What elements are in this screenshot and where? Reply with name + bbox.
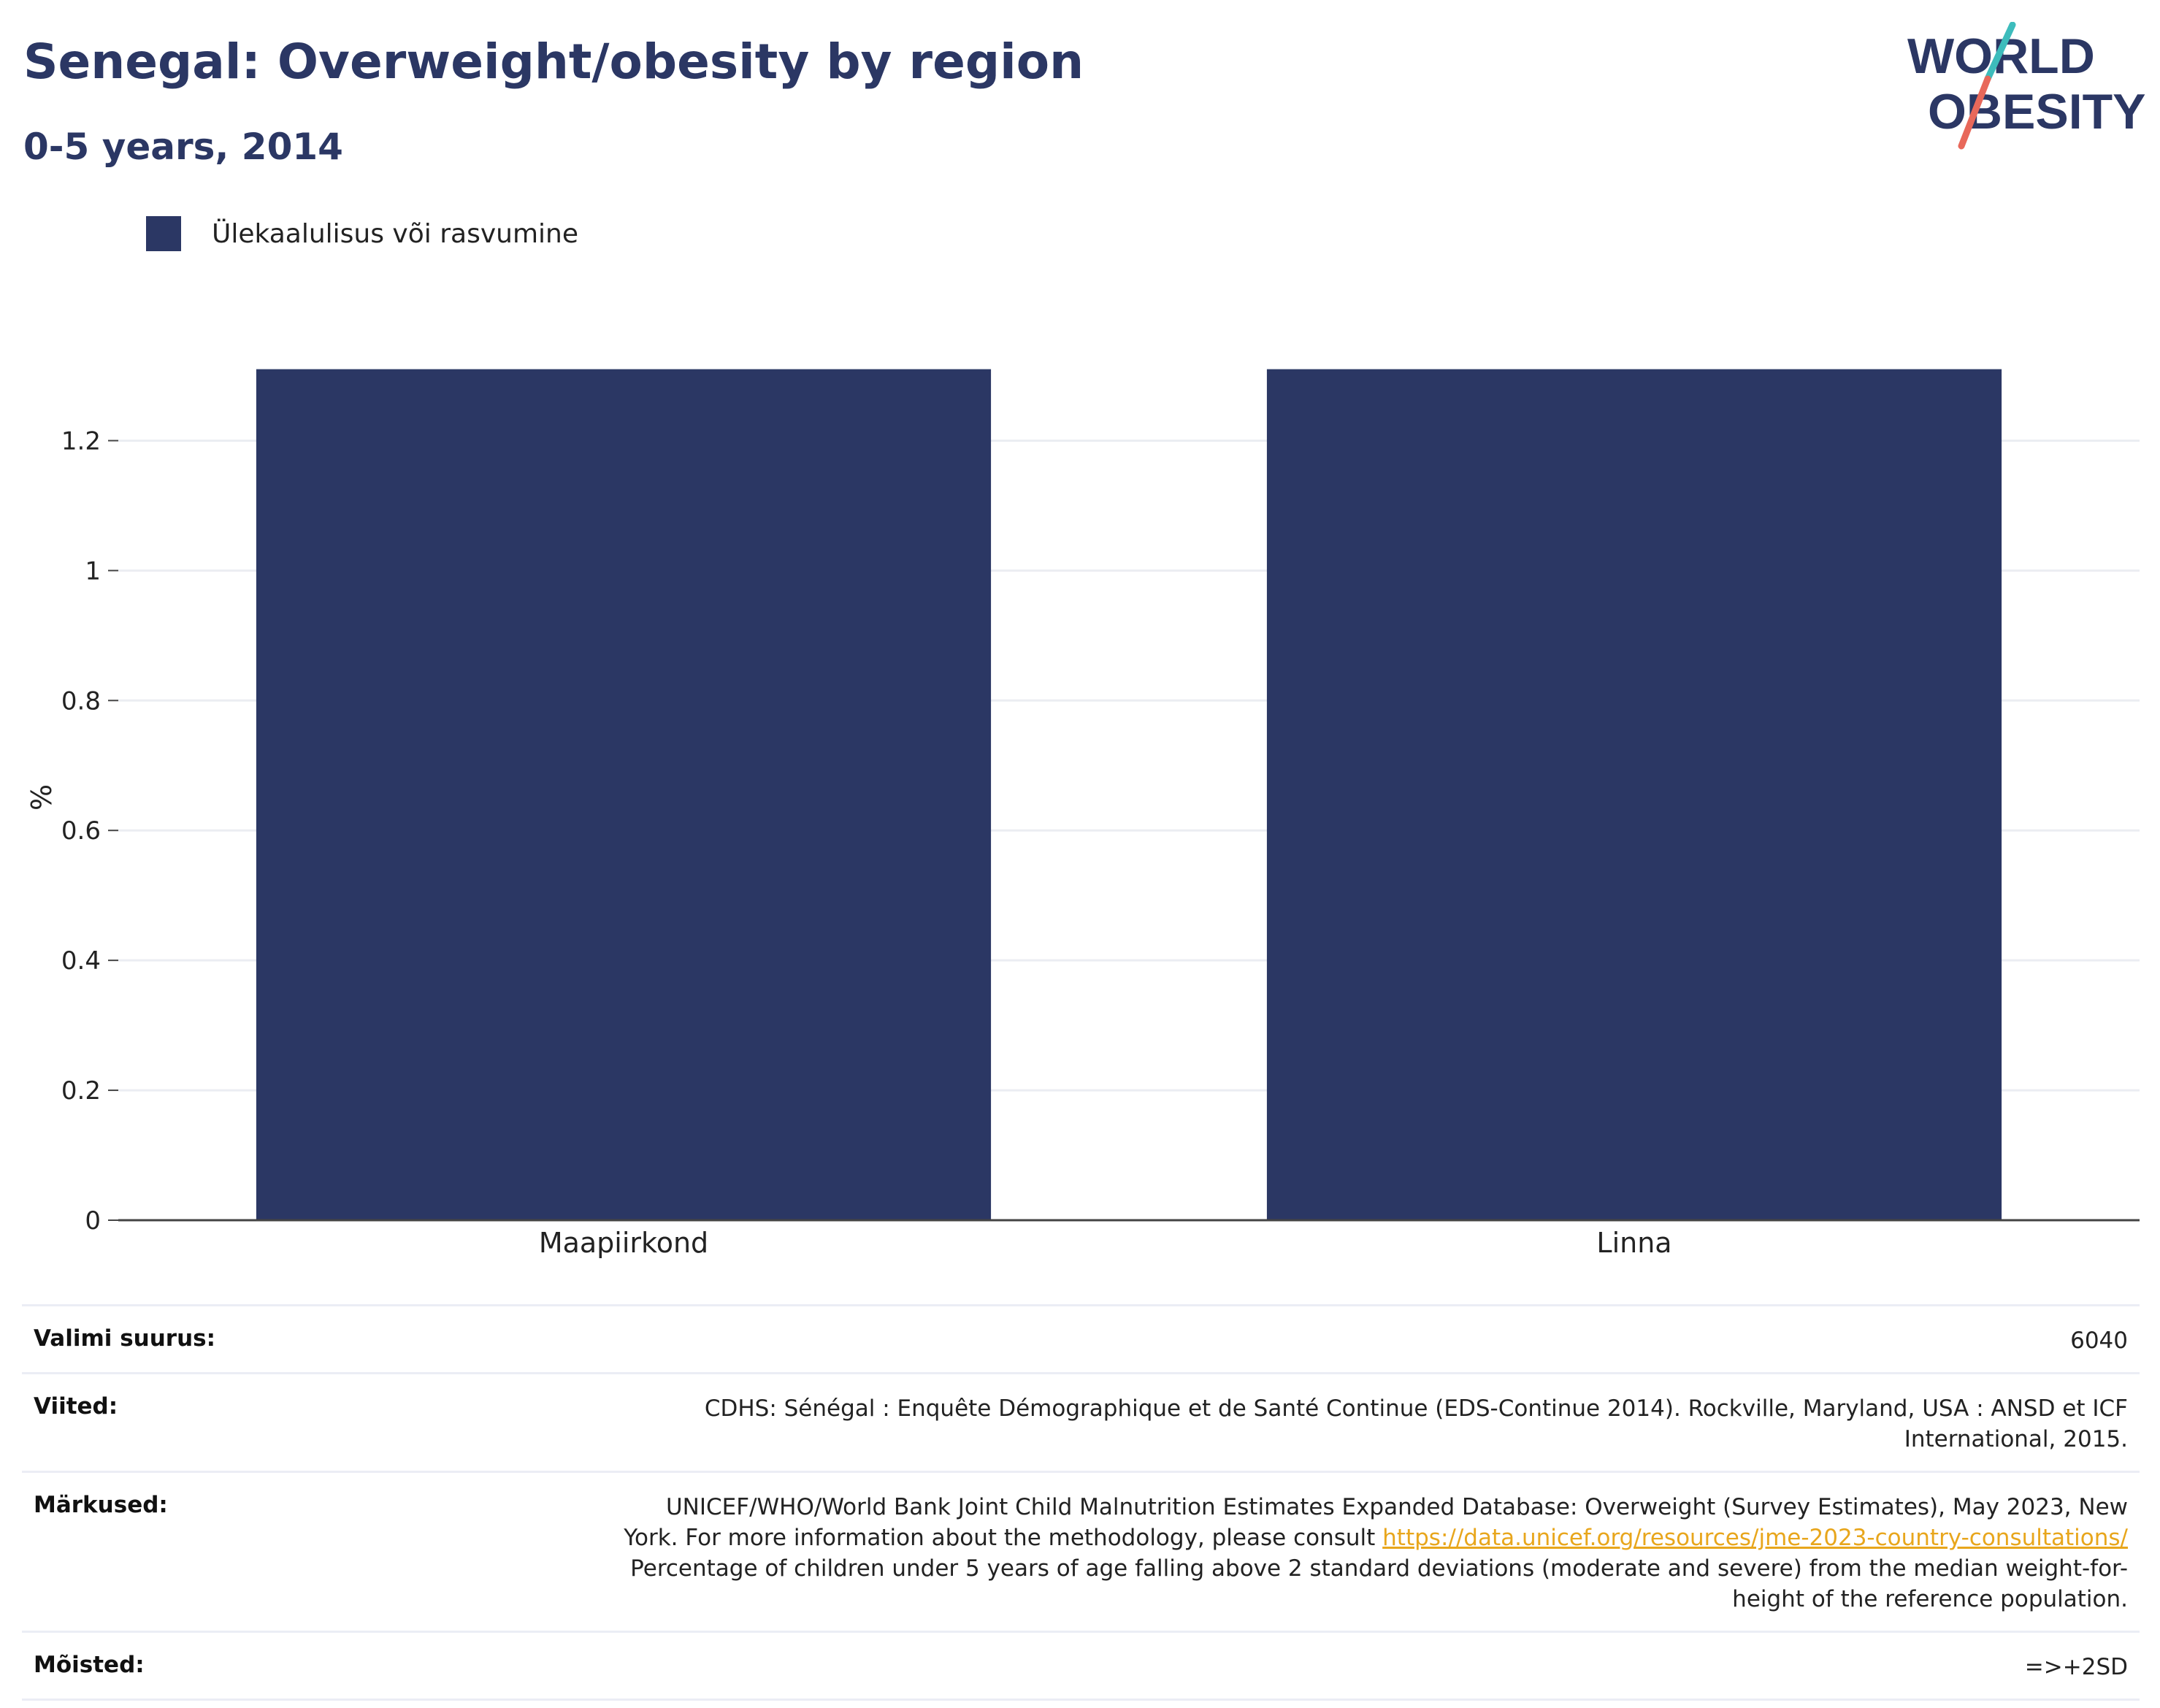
notes-value: UNICEF/WHO/World Bank Joint Child Malnut… <box>594 1492 2128 1615</box>
definitions-label: Mõisted: <box>34 1652 145 1678</box>
info-row-references: Viited: CDHS: Sénégal : Enquête Démograp… <box>22 1374 2140 1473</box>
y-tick-label: 0.8 <box>61 686 101 716</box>
y-tick-label: 1 <box>85 556 101 586</box>
references-line-1: CDHS: Sénégal : Enquête Démographique et… <box>704 1395 2128 1422</box>
notes-label: Märkused: <box>34 1492 168 1518</box>
x-tick-label: Linna <box>1596 1227 1671 1259</box>
legend-swatch <box>146 216 181 251</box>
x-tick-label: Maapiirkond <box>539 1227 708 1259</box>
y-axis-title: % <box>26 784 58 811</box>
notes-line-1: UNICEF/WHO/World Bank Joint Child Malnut… <box>665 1494 2128 1520</box>
bars <box>256 369 2002 1220</box>
sample-size-value: 6040 <box>2070 1328 2128 1354</box>
y-tick-label: 1.2 <box>61 426 101 456</box>
references-value: CDHS: Sénégal : Enquête Démographique et… <box>594 1393 2128 1455</box>
bar-maapiirkond <box>256 369 992 1220</box>
chart-title: Senegal: Overweight/obesity by region <box>23 34 1084 90</box>
bar-chart: 0 0.2 0.4 0.6 0.8 1 1.2 Maapiirkond Linna% <box>26 369 2140 1259</box>
bar-linna <box>1266 369 2002 1220</box>
references-label: Viited: <box>34 1393 118 1420</box>
info-table: Valimi suurus: 6040 Viited: CDHS: Sénéga… <box>22 1304 2140 1701</box>
sample-size-label: Valimi suurus: <box>34 1325 215 1352</box>
methodology-link[interactable]: https://data.unicef.org/resources/jme-20… <box>1382 1525 2128 1551</box>
notes-line-4: height of the reference population. <box>1732 1586 2128 1612</box>
references-line-2: International, 2015. <box>1904 1426 2128 1452</box>
y-tick-label: 0.4 <box>61 946 101 976</box>
info-row-sample-size: Valimi suurus: 6040 <box>22 1306 2140 1374</box>
chart-legend: Ülekaalulisus või rasvumine <box>146 216 578 251</box>
logo-slash-bottom <box>1958 75 1991 150</box>
notes-line-2: York. For more information about the met… <box>624 1525 1383 1551</box>
y-tick-label: 0.6 <box>61 816 101 846</box>
info-row-notes: Märkused: UNICEF/WHO/World Bank Joint Ch… <box>22 1473 2140 1633</box>
definitions-value: =>+2SD <box>2024 1654 2128 1680</box>
chart-subtitle: 0-5 years, 2014 <box>23 126 343 168</box>
legend-label: Ülekaalulisus või rasvumine <box>212 218 578 249</box>
y-tick-label: 0 <box>85 1206 101 1236</box>
notes-line-3: Percentage of children under 5 years of … <box>630 1555 2128 1582</box>
logo-slash-top <box>1984 22 2016 83</box>
world-obesity-logo: WORLD OBESITY <box>1907 22 2146 150</box>
axes: 0 0.2 0.4 0.6 0.8 1 1.2 Maapiirkond Linna% <box>26 426 2140 1259</box>
y-tick-label: 0.2 <box>61 1076 101 1106</box>
info-row-definitions: Mõisted: =>+2SD <box>22 1633 2140 1701</box>
